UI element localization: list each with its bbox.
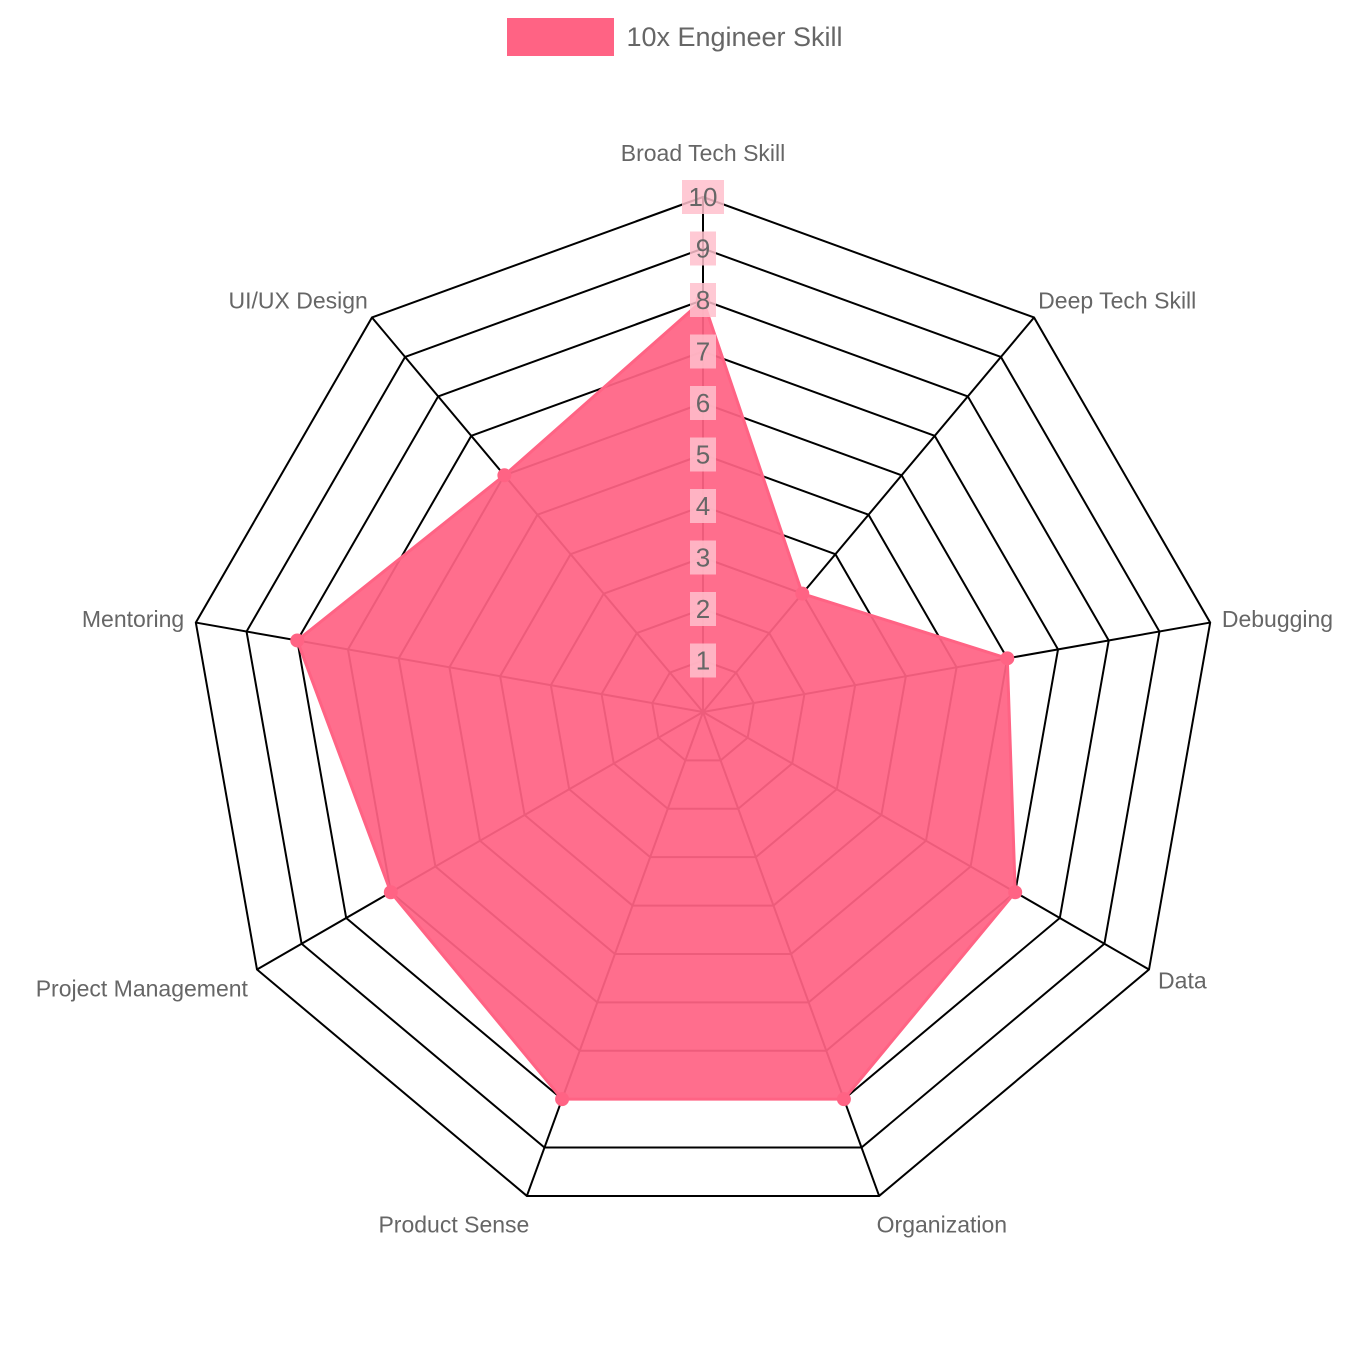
tick-labels: 1 2 3 4 5 6 7 8 9 10 xyxy=(682,180,724,678)
tick-label-3: 3 xyxy=(690,540,716,575)
tick-text: 6 xyxy=(696,388,710,418)
tick-label-9: 9 xyxy=(690,231,716,266)
legend[interactable]: 10x Engineer Skill xyxy=(0,18,1350,56)
axis-label-7: Mentoring xyxy=(82,606,184,632)
data-point-5[interactable] xyxy=(555,1092,570,1107)
tick-backdrop xyxy=(690,386,716,420)
tick-backdrop xyxy=(690,437,716,472)
tick-backdrop xyxy=(690,334,716,369)
tick-label-2: 2 xyxy=(690,592,716,626)
tick-text: 5 xyxy=(696,440,710,470)
grid-ring-9 xyxy=(245,247,1161,1149)
data-point-3[interactable] xyxy=(1008,885,1023,900)
tick-text: 10 xyxy=(689,182,718,212)
tick-text: 7 xyxy=(696,337,710,367)
axis-label-2: Debugging xyxy=(1222,606,1333,632)
legend-swatch xyxy=(507,18,615,56)
tick-text: 4 xyxy=(696,491,710,521)
data-point-2[interactable] xyxy=(1000,651,1015,666)
axis-label-0: Broad Tech Skill xyxy=(621,140,786,166)
tick-text: 1 xyxy=(696,646,710,676)
tick-backdrop xyxy=(690,283,716,317)
tick-backdrop xyxy=(690,231,716,266)
axis-label-1: Deep Tech Skill xyxy=(1038,288,1196,314)
axis-label-5: Product Sense xyxy=(378,1212,529,1238)
axis-label-3: Data xyxy=(1158,968,1207,994)
tick-label-4: 4 xyxy=(690,489,716,523)
axis-label-6: Project Management xyxy=(36,976,249,1002)
tick-backdrop xyxy=(682,180,724,214)
tick-backdrop xyxy=(690,540,716,575)
tick-backdrop xyxy=(690,643,716,678)
legend-label: 10x Engineer Skill xyxy=(626,21,843,52)
tick-label-1: 1 xyxy=(690,643,716,678)
tick-label-8: 8 xyxy=(690,283,716,317)
tick-label-7: 7 xyxy=(690,334,716,369)
series-area xyxy=(295,297,1017,1101)
axis-labels: Broad Tech Skill Deep Tech Skill Debugging… xyxy=(36,140,1333,1238)
data-point-8[interactable] xyxy=(497,468,512,483)
tick-text: 3 xyxy=(696,543,710,573)
tick-label-5: 5 xyxy=(690,437,716,472)
tick-text: 8 xyxy=(696,285,710,315)
tick-backdrop xyxy=(690,489,716,523)
tick-text: 9 xyxy=(696,234,710,264)
axis-label-4: Organization xyxy=(877,1212,1007,1238)
data-point-4[interactable] xyxy=(836,1092,851,1107)
tick-label-10: 10 xyxy=(682,180,724,214)
grid-ring-10 xyxy=(194,195,1212,1197)
data-point-7[interactable] xyxy=(290,633,305,648)
data-point-1[interactable] xyxy=(795,586,810,601)
tick-text: 2 xyxy=(696,594,710,624)
data-point-6[interactable] xyxy=(383,885,398,900)
tick-label-6: 6 xyxy=(690,386,716,420)
tick-backdrop xyxy=(690,592,716,626)
axis-label-8: UI/UX Design xyxy=(228,288,367,314)
series-layer xyxy=(290,293,1023,1107)
